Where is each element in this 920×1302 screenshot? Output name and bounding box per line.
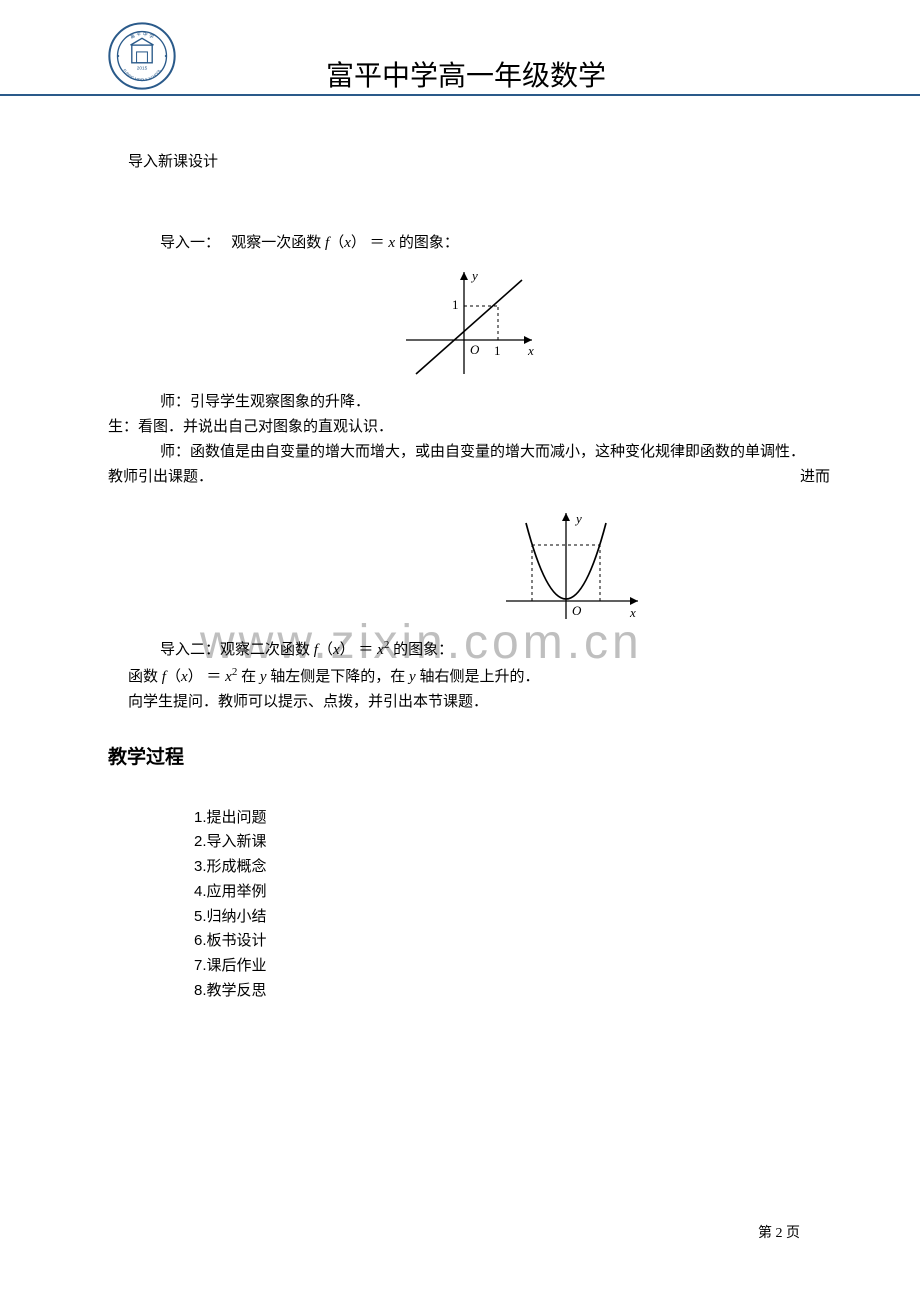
svg-text:x: x [629,605,636,620]
list-item: 1.提出问题 [194,806,830,831]
list-item: 6.板书设计 [194,929,830,954]
linear-graph-icon: 1 1 O x y [394,262,544,382]
list-item: 3.形成概念 [194,855,830,880]
intro-one-text: 观察一次函数 f（x） ＝ x 的图象： [231,235,459,251]
dialogue-t1: 师：引导学生观察图象的升降． [160,390,830,415]
dialogue-t3a: 师：函数值是由自变量的增大而增大，或由自变量的增大而减小，这种变化规律即函数的单… [160,444,805,460]
page-header: 富 平 中 学 FUPING MIDDLE SCHOOL 2015 富平中学高一… [0,0,920,96]
page-title: 富平中学高一年级数学 [326,54,606,94]
svg-text:y: y [470,268,478,283]
svg-text:1: 1 [494,343,501,358]
squared-sup: 2 [384,639,390,651]
page-number: 第 2 页 [758,1222,800,1242]
list-item: 8.教学反思 [194,979,830,1004]
body2-l2: 向学生提问．教师可以提示、点拨，并引出本节课题． [128,690,830,715]
process-heading: 教学过程 [108,742,830,773]
intro-one: 导入一： 观察一次函数 f（x） ＝ x 的图象： [160,231,830,256]
graph-2-wrap: O x y [498,505,830,634]
list-item: 4.应用举例 [194,880,830,905]
body2-l1: 函数 f（x） ＝ x2 在 y 轴左侧是下降的，在 y 轴右侧是上升的． [128,663,830,690]
section-label: 导入新课设计 [128,150,830,175]
intro-two: 导入二：观察二次函数 f（x） ＝ x2 的图象： [160,636,830,663]
dialogue-t3b: 进而 [800,465,830,490]
dialogue-t4: 教师引出课题． [108,465,830,490]
svg-text:x: x [527,343,534,358]
list-item: 2.导入新课 [194,830,830,855]
svg-text:O: O [470,342,480,357]
document-body: 导入新课设计 导入一： 观察一次函数 f（x） ＝ x 的图象： 1 1 O x… [0,150,920,1004]
graph-1-wrap: 1 1 O x y [108,262,830,391]
intro-one-label: 导入一： [160,235,220,251]
parabola-graph-icon: O x y [498,505,648,625]
intro-two-label: 导入二： [160,642,220,658]
school-logo-icon: 富 平 中 学 FUPING MIDDLE SCHOOL 2015 [108,22,176,90]
svg-text:1: 1 [452,297,459,312]
list-item: 7.课后作业 [194,954,830,979]
dialogue-t3: 师：函数值是由自变量的增大而增大，或由自变量的增大而减小，这种变化规律即函数的单… [108,440,830,465]
list-item: 5.归纳小结 [194,905,830,930]
svg-text:O: O [572,603,582,618]
process-list: 1.提出问题 2.导入新课 3.形成概念 4.应用举例 5.归纳小结 6.板书设… [194,806,830,1004]
svg-text:2015: 2015 [137,66,148,72]
dialogue-t2: 生：看图．并说出自己对图象的直观认识． [108,415,830,440]
svg-text:y: y [574,511,582,526]
